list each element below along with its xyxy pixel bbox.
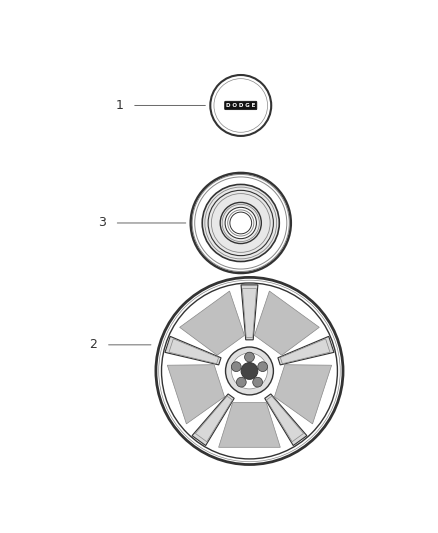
Polygon shape <box>265 394 307 446</box>
Circle shape <box>156 277 343 465</box>
Circle shape <box>210 75 271 136</box>
Text: 1: 1 <box>115 99 123 112</box>
Circle shape <box>226 347 273 395</box>
Circle shape <box>191 173 291 273</box>
Circle shape <box>253 377 262 387</box>
Text: 3: 3 <box>98 216 106 230</box>
Circle shape <box>244 352 254 362</box>
FancyBboxPatch shape <box>225 101 257 110</box>
Text: D O D G E: D O D G E <box>226 103 255 108</box>
Polygon shape <box>254 291 319 355</box>
Circle shape <box>241 362 258 379</box>
Circle shape <box>203 185 278 261</box>
Polygon shape <box>180 291 244 355</box>
Circle shape <box>232 353 268 389</box>
Circle shape <box>224 206 258 240</box>
Text: 2: 2 <box>89 338 97 351</box>
Polygon shape <box>275 365 332 424</box>
Circle shape <box>231 362 241 372</box>
Polygon shape <box>192 394 234 446</box>
Polygon shape <box>165 336 221 365</box>
Circle shape <box>258 362 268 372</box>
Polygon shape <box>167 365 225 424</box>
Polygon shape <box>241 285 258 340</box>
Polygon shape <box>278 336 334 365</box>
Circle shape <box>237 377 246 387</box>
Polygon shape <box>219 402 280 447</box>
